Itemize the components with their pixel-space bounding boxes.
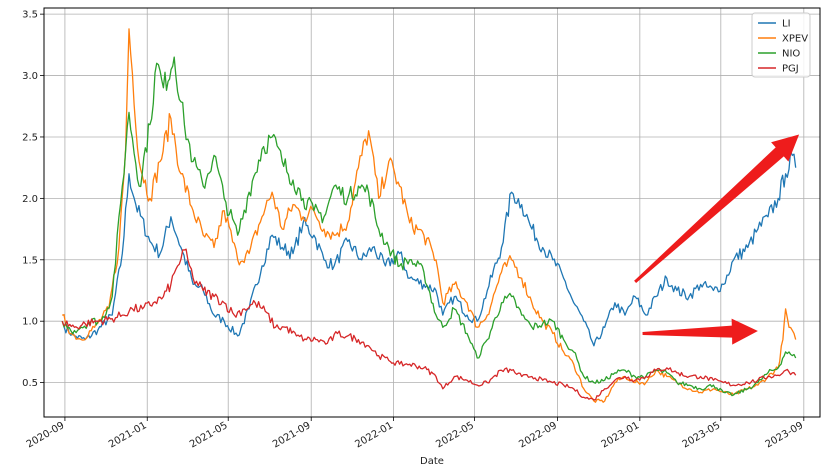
series-line-xpev <box>62 28 797 403</box>
annotation-arrow-2 <box>642 318 758 345</box>
y-tick-label: 2.0 <box>22 194 38 205</box>
y-tick-label: 1.0 <box>22 317 38 328</box>
plot-frame <box>43 7 821 418</box>
legend-label-li: LI <box>782 19 791 30</box>
annotation-arrow-1 <box>634 134 800 283</box>
legend: LI XPEV NIO PGJ <box>751 12 811 78</box>
series-layer <box>61 28 797 403</box>
grid-lines <box>44 8 820 417</box>
y-tick-label: 3.5 <box>22 10 38 21</box>
legend-label-nio: NIO <box>782 49 800 60</box>
annotation-layer <box>634 134 800 345</box>
series-line-pgj <box>61 248 797 401</box>
y-tick-label: 3.0 <box>22 71 38 82</box>
legend-label-xpev: XPEV <box>782 34 808 45</box>
legend-label-pgj: PGJ <box>782 64 799 75</box>
series-line-nio <box>61 56 797 397</box>
y-axis-ticks: 0.5 1.0 1.5 2.0 2.5 3.0 3.5 <box>22 10 44 389</box>
legend-box <box>751 12 811 78</box>
y-tick-label: 2.5 <box>22 132 38 143</box>
y-tick-label: 1.5 <box>22 255 38 266</box>
x-axis-label: Date <box>420 456 444 467</box>
y-tick-label: 0.5 <box>22 378 38 389</box>
